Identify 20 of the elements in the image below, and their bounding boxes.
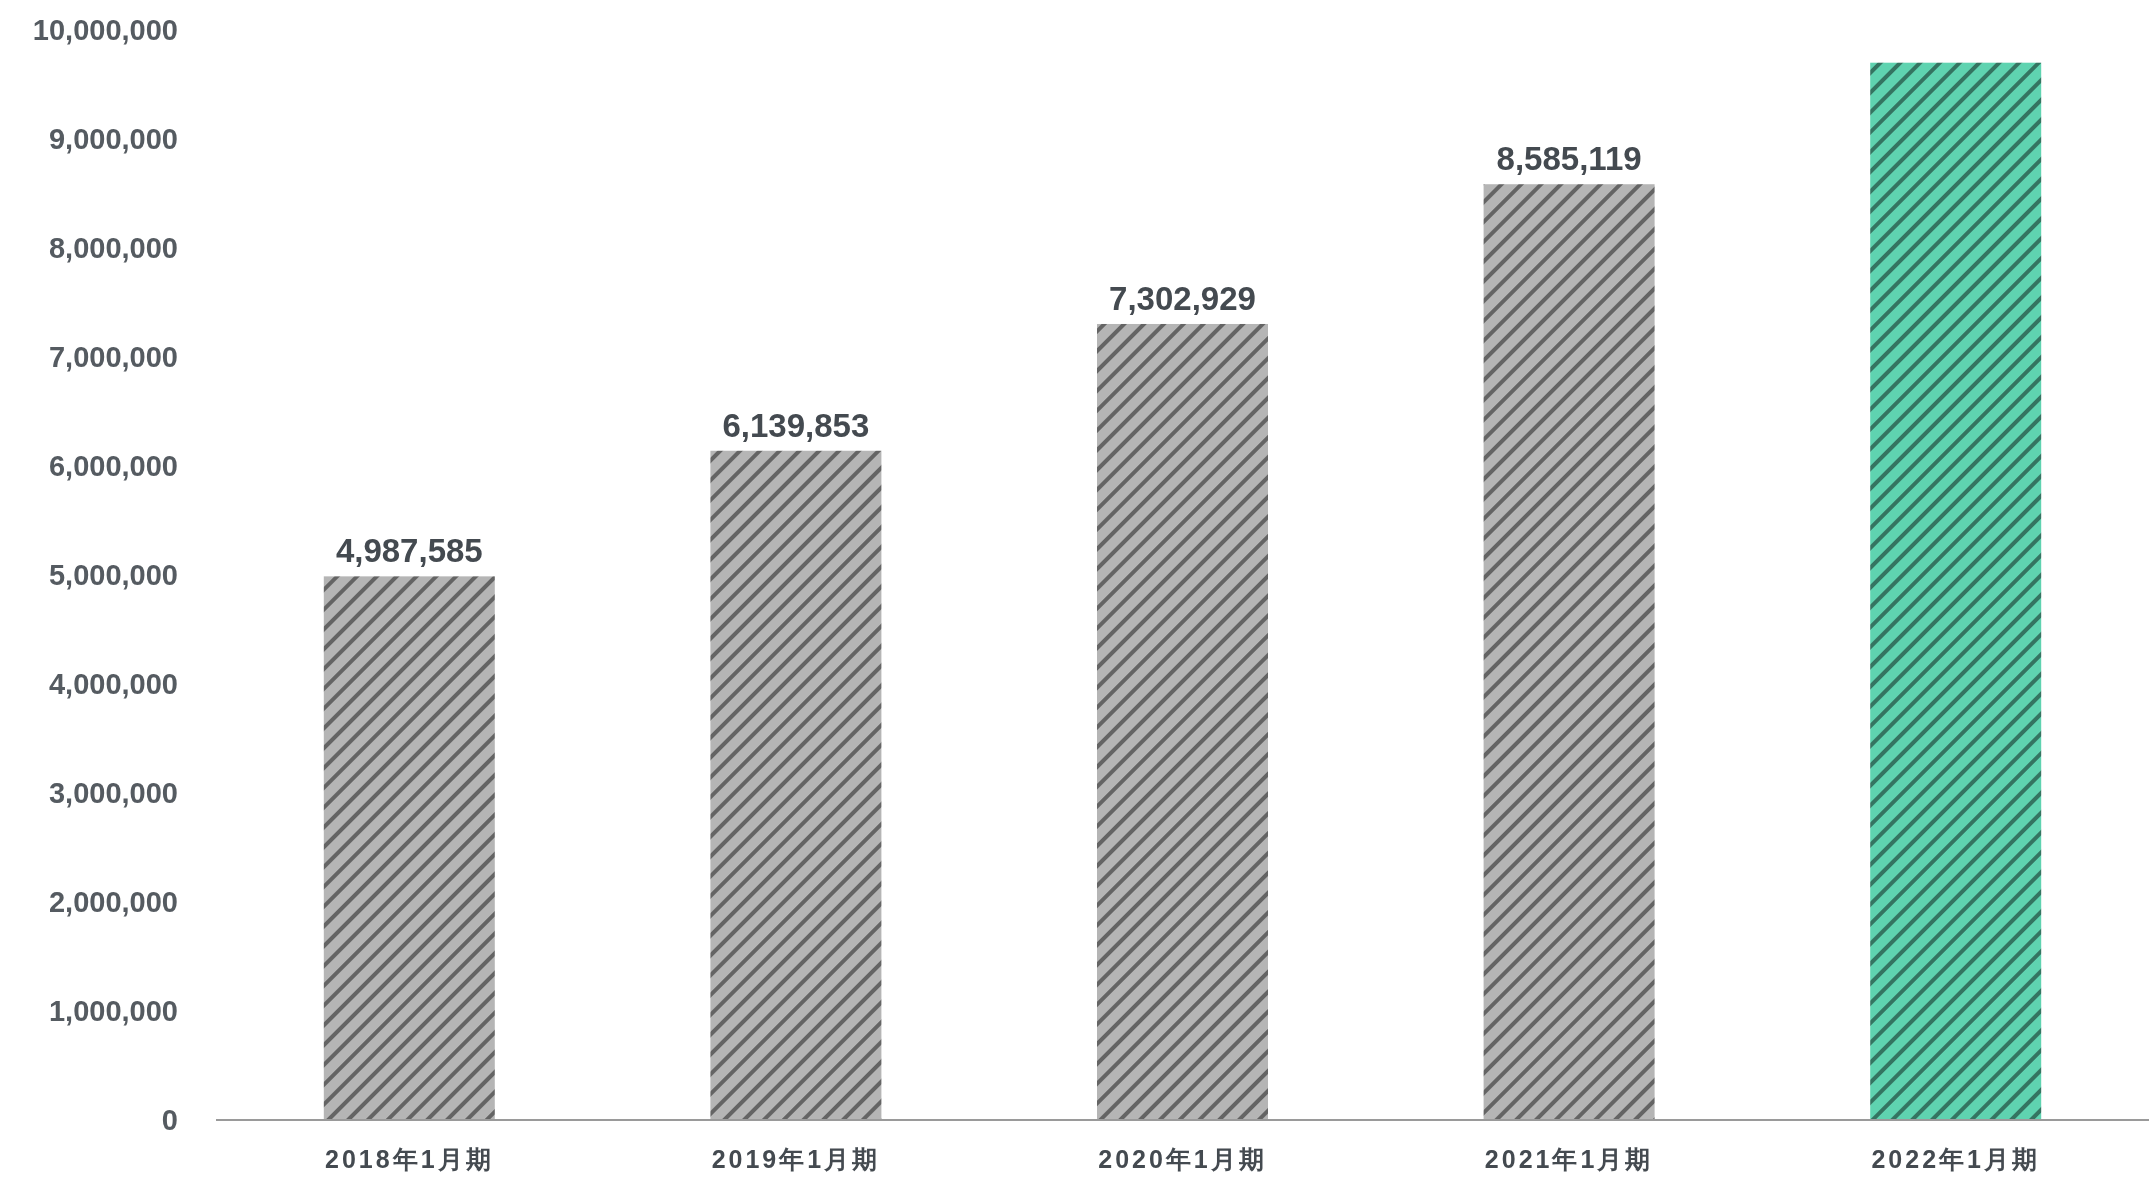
- ytick: 10,000,000: [32, 14, 178, 46]
- ytick: 3,000,000: [49, 777, 178, 809]
- xtick: 2022年1月期: [1871, 1145, 2040, 1173]
- ytick: 4,000,000: [49, 668, 178, 700]
- ytick: 9,000,000: [49, 123, 178, 155]
- value-label: 7,302,929: [1109, 280, 1256, 317]
- value-label: 6,139,853: [722, 406, 870, 444]
- ytick: 0: [161, 1104, 178, 1136]
- ytick: 1,000,000: [49, 995, 178, 1027]
- ytick: 2,000,000: [49, 886, 178, 918]
- xtick: 2019年1月期: [711, 1145, 881, 1173]
- xtick: 2021年1月期: [1484, 1145, 1654, 1173]
- ytick: 6,000,000: [49, 450, 178, 482]
- value-label: 4,987,585: [335, 532, 483, 570]
- ytick: 5,000,000: [49, 559, 178, 591]
- xtick: 2020年1月期: [1098, 1145, 1267, 1173]
- value-label: 8,585,119: [1496, 140, 1642, 178]
- xtick: 2018年1月期: [325, 1145, 494, 1173]
- ytick: 7,000,000: [49, 341, 178, 373]
- ytick: 8,000,000: [49, 232, 178, 264]
